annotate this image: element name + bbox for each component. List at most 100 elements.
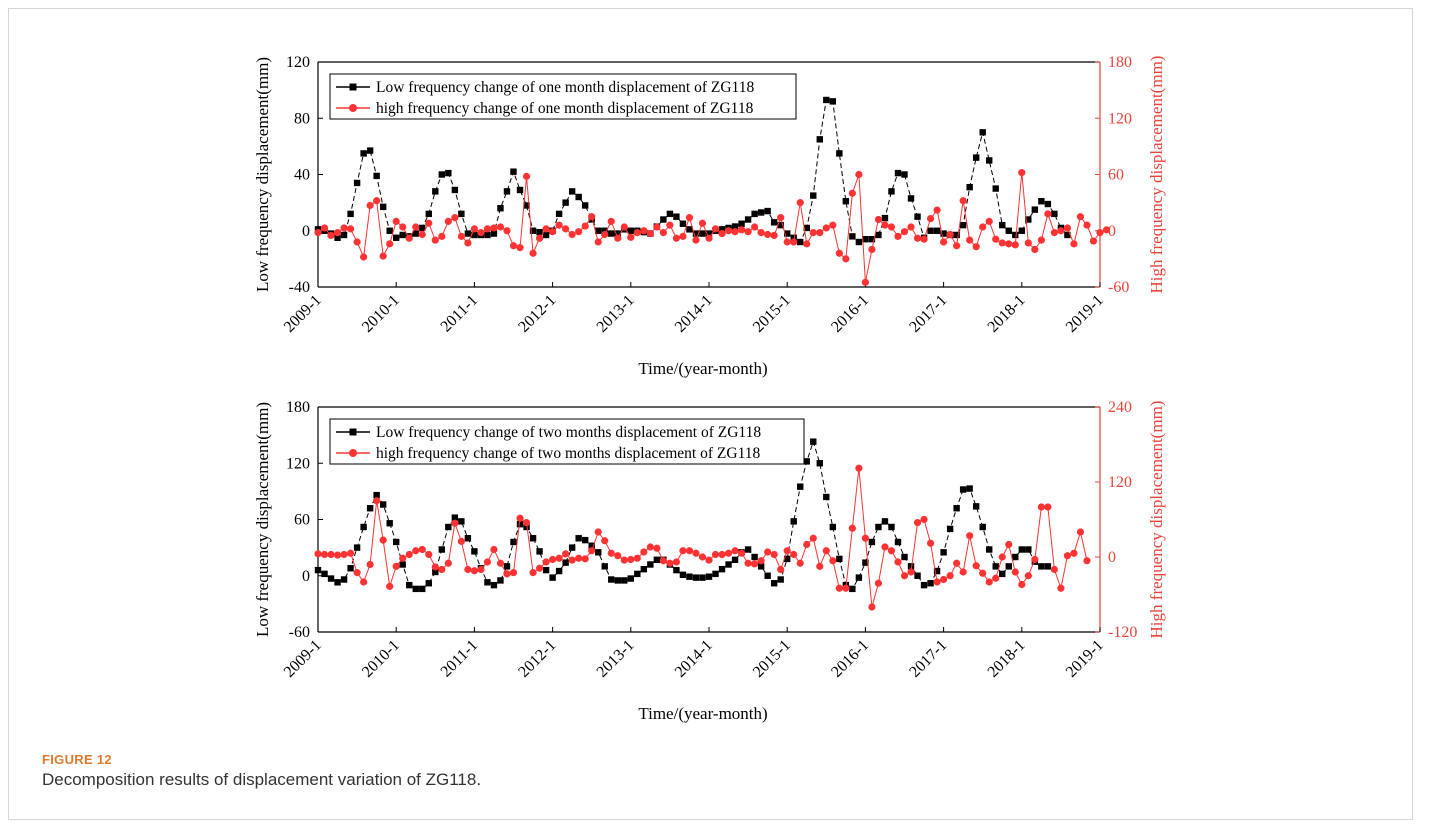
data-point (737, 549, 746, 557)
data-point (314, 566, 322, 574)
data-point (966, 532, 974, 540)
data-point (1038, 563, 1045, 570)
data-point (614, 552, 622, 560)
data-point (633, 229, 641, 237)
data-point (503, 563, 511, 570)
data-point (458, 210, 465, 218)
data-point (718, 550, 726, 559)
data-point (575, 535, 582, 542)
data-point (1037, 503, 1045, 511)
data-point (940, 575, 948, 584)
data-point (523, 202, 530, 209)
data-point (457, 537, 465, 545)
data-point (705, 230, 713, 237)
data-point (874, 215, 883, 224)
data-point (803, 240, 811, 248)
data-point (614, 577, 621, 584)
data-point (770, 219, 778, 226)
data-point (777, 221, 784, 229)
data-point (979, 523, 986, 531)
data-point (907, 195, 915, 202)
data-point (496, 223, 505, 231)
data-point (1070, 240, 1078, 248)
data-point (894, 232, 902, 240)
data-point (927, 580, 934, 587)
data-point (816, 136, 823, 143)
data-point (887, 547, 896, 555)
data-point (379, 501, 387, 508)
data-point (1044, 503, 1052, 511)
y2-tick-label: 0 (1108, 549, 1116, 566)
y-tick-label: -40 (289, 279, 310, 296)
data-point (516, 520, 524, 528)
data-point (966, 183, 973, 191)
data-point (887, 223, 896, 231)
data-point (314, 229, 322, 237)
data-point (861, 278, 870, 286)
data-point (679, 547, 687, 555)
data-point (444, 217, 452, 225)
data-point (986, 157, 993, 164)
data-point (386, 520, 393, 527)
data-point (588, 547, 596, 555)
data-point (412, 223, 420, 231)
data-point (894, 558, 902, 566)
data-point (966, 236, 974, 244)
data-point (340, 231, 348, 239)
data-point (1005, 540, 1013, 549)
data-point (777, 214, 785, 222)
data-point (731, 556, 739, 564)
data-point (333, 229, 342, 237)
data-point (972, 154, 980, 161)
data-point (842, 198, 850, 205)
data-point (738, 220, 745, 227)
data-point (640, 565, 648, 573)
data-point (992, 185, 999, 192)
data-point (822, 547, 830, 555)
x-tick-label: 2010-1 (359, 292, 403, 336)
data-point (790, 550, 798, 559)
data-point (829, 557, 837, 565)
data-point (340, 224, 348, 232)
chart-two_months: -60 0 60 120 180 -120 0 120 240 2009-1 2010-1 2011-… (253, 399, 1166, 723)
data-point (346, 549, 355, 557)
data-point (986, 546, 993, 553)
data-point (953, 559, 961, 567)
data-point (594, 528, 602, 536)
x-tick-label: 2015-1 (750, 292, 794, 336)
data-point (653, 556, 661, 564)
data-point (1050, 565, 1058, 574)
y-tick-label: 80 (294, 110, 310, 127)
data-point (627, 233, 635, 241)
data-point (509, 242, 518, 250)
data-point (790, 238, 798, 246)
legend-label: high frequency change of one month displ… (376, 100, 754, 117)
data-point (842, 255, 850, 263)
data-point (432, 188, 439, 195)
data-point (614, 230, 621, 237)
data-point (1012, 553, 1019, 561)
data-point (764, 207, 771, 215)
data-point (510, 538, 517, 546)
data-point (1089, 237, 1098, 245)
data-point (920, 235, 928, 243)
data-point (412, 585, 419, 593)
data-point (1051, 210, 1058, 218)
data-point (829, 523, 837, 531)
data-point (412, 547, 420, 555)
data-point (353, 544, 361, 551)
data-point (490, 581, 498, 589)
x-tick-label: 2018-1 (985, 292, 1029, 336)
data-point (529, 569, 537, 577)
data-point (914, 572, 921, 579)
data-point (1005, 240, 1013, 248)
data-point (816, 229, 824, 237)
data-point (724, 549, 733, 557)
data-point (438, 232, 446, 240)
data-point (393, 234, 400, 241)
data-point (620, 556, 628, 564)
data-point (1044, 200, 1052, 208)
data-point (425, 550, 433, 559)
y2-tick-label: -60 (1108, 279, 1129, 296)
data-point (718, 229, 726, 238)
